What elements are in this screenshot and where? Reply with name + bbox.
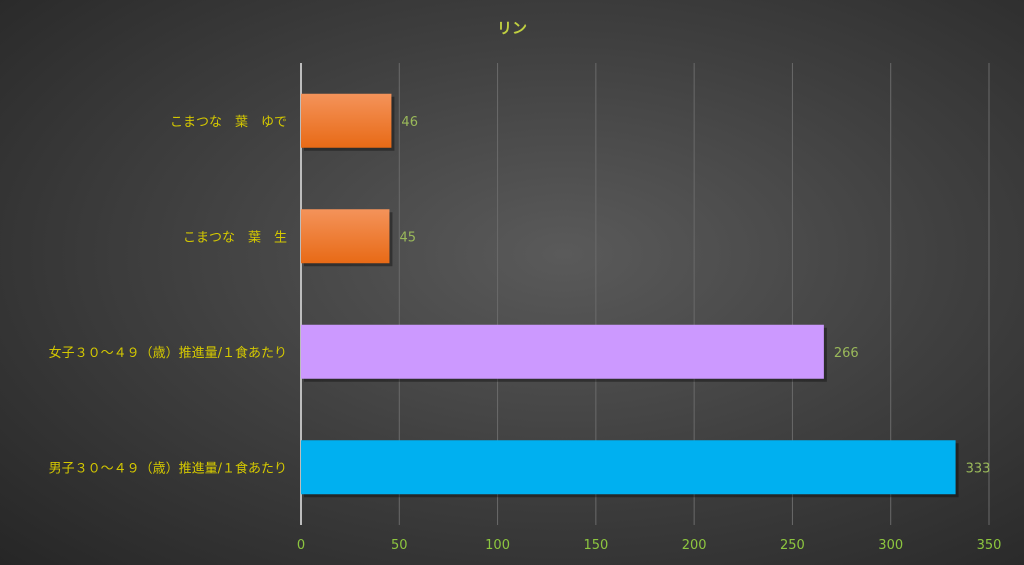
x-tick-label: 50 bbox=[391, 538, 408, 553]
data-label: 46 bbox=[401, 115, 418, 130]
x-tick-label: 200 bbox=[682, 538, 707, 553]
category-label: こまつな 葉 ゆで bbox=[170, 115, 287, 130]
x-tick-label: 250 bbox=[780, 538, 805, 553]
x-tick-label: 100 bbox=[485, 538, 510, 553]
data-label: 266 bbox=[834, 346, 859, 361]
data-label: 333 bbox=[966, 461, 991, 476]
category-label: こまつな 葉 生 bbox=[183, 230, 287, 245]
x-tick-label: 0 bbox=[297, 538, 305, 553]
bar bbox=[301, 209, 390, 264]
chart-title: リン bbox=[497, 19, 527, 37]
x-tick-label: 150 bbox=[583, 538, 608, 553]
bar bbox=[301, 440, 956, 495]
category-label: 女子３０～４９（歳）推進量/１食あたり bbox=[49, 345, 287, 361]
category-label: 男子３０～４９（歳）推進量/１食あたり bbox=[49, 460, 287, 476]
bar bbox=[301, 324, 824, 379]
bar bbox=[301, 93, 392, 148]
x-tick-label: 350 bbox=[977, 538, 1002, 553]
data-label: 45 bbox=[399, 230, 416, 245]
x-tick-label: 300 bbox=[878, 538, 903, 553]
